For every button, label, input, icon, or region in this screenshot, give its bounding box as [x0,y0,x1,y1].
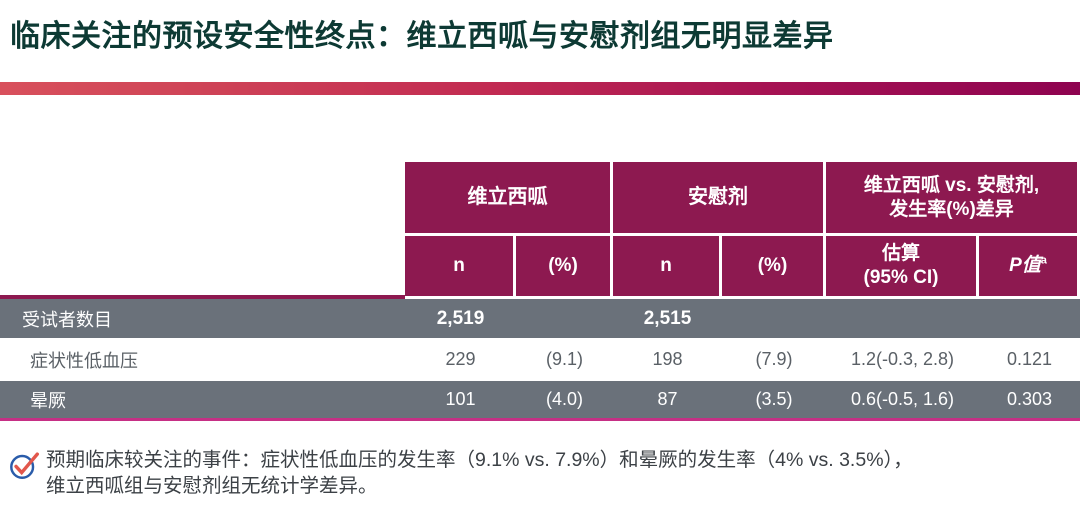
footnote-line2: 维立西呱组与安慰剂组无统计学差异。 [46,475,378,498]
col-header-n-placebo: n [613,236,719,296]
cell-estimate: 1.2(-0.3, 2.8) [850,349,955,369]
cell-placebo-n: 2,515 [643,307,692,329]
footnote-line1: 预期临床较关注的事件：症状性低血压的发生率（9.1% vs. 7.9%）和晕厥的… [46,449,913,471]
cell-placebo-pct: (3.5) [755,389,793,409]
cell-vericiguat-pct: (9.1) [545,349,583,369]
table-row-symptomatic-hypotension: 症状性低血压 229 (9.1) 198 (7.9) 1.2(-0.3, 2.8… [0,338,1080,381]
col-group-difference: 维立西呱 vs. 安慰剂, 发生率(%)差异 [826,162,1077,233]
checkmark-icon [8,448,46,487]
cell-placebo-n: 87 [657,389,678,409]
cell-placebo-n: 198 [652,349,683,369]
footnote-text: 预期临床较关注的事件：症状性低血压的发生率（9.1% vs. 7.9%）和晕厥的… [46,447,913,500]
col-header-pct-vericiguat: (%) [516,236,610,296]
table-row-syncope: 晕厥 101 (4.0) 87 (3.5) 0.6(-0.5, 1.6) 0.3… [0,381,1080,421]
footnote: 预期临床较关注的事件：症状性低血压的发生率（9.1% vs. 7.9%）和晕厥的… [8,447,1068,500]
col-header-estimate-line1: 估算 [881,243,920,265]
cell-vericiguat-n: 2,519 [436,307,485,329]
cell-pvalue: 0.121 [1006,349,1053,369]
col-group-difference-line2: 发生率(%)差异 [889,198,1014,220]
row-label: 症状性低血压 [30,350,138,371]
col-header-pvalue-label: P值a [1009,254,1047,277]
row-label: 晕厥 [30,390,66,411]
table-header: 维立西呱 安慰剂 维立西呱 vs. 安慰剂, 发生率(%)差异 n (%) n … [405,162,1077,296]
col-header-estimate-line2: (95% CI) [863,267,939,288]
cell-vericiguat-n: 229 [445,349,476,369]
col-header-n-vericiguat: n [405,236,513,296]
col-group-vericiguat-label: 维立西呱 [467,186,548,208]
col-group-placebo-label: 安慰剂 [688,186,748,208]
page-title: 临床关注的预设安全性终点：维立西呱与安慰剂组无明显差异 [10,20,834,53]
cell-pvalue: 0.303 [1006,389,1053,409]
col-header-pvalue: P值a [979,236,1077,296]
cell-vericiguat-n: 101 [445,389,476,409]
col-group-placebo: 安慰剂 [613,162,823,233]
col-header-pct-placebo: (%) [722,236,823,296]
col-group-vericiguat: 维立西呱 [405,162,610,233]
col-group-difference-line1: 维立西呱 vs. 安慰剂, [863,174,1040,196]
row-label: 受试者数目 [22,309,112,330]
cell-placebo-pct: (7.9) [755,349,793,369]
cell-estimate: 0.6(-0.5, 1.6) [850,389,955,409]
row-top-accent-line [0,295,405,299]
table-body: 受试者数目 2,519 2,515 症状性低血压 229 (9.1) 198 (… [0,299,1080,421]
title-divider-bar [0,82,1080,95]
cell-vericiguat-pct: (4.0) [545,389,583,409]
table-row-subjects: 受试者数目 2,519 2,515 [0,299,1080,338]
col-header-estimate: 估算 (95% CI) [826,236,976,296]
